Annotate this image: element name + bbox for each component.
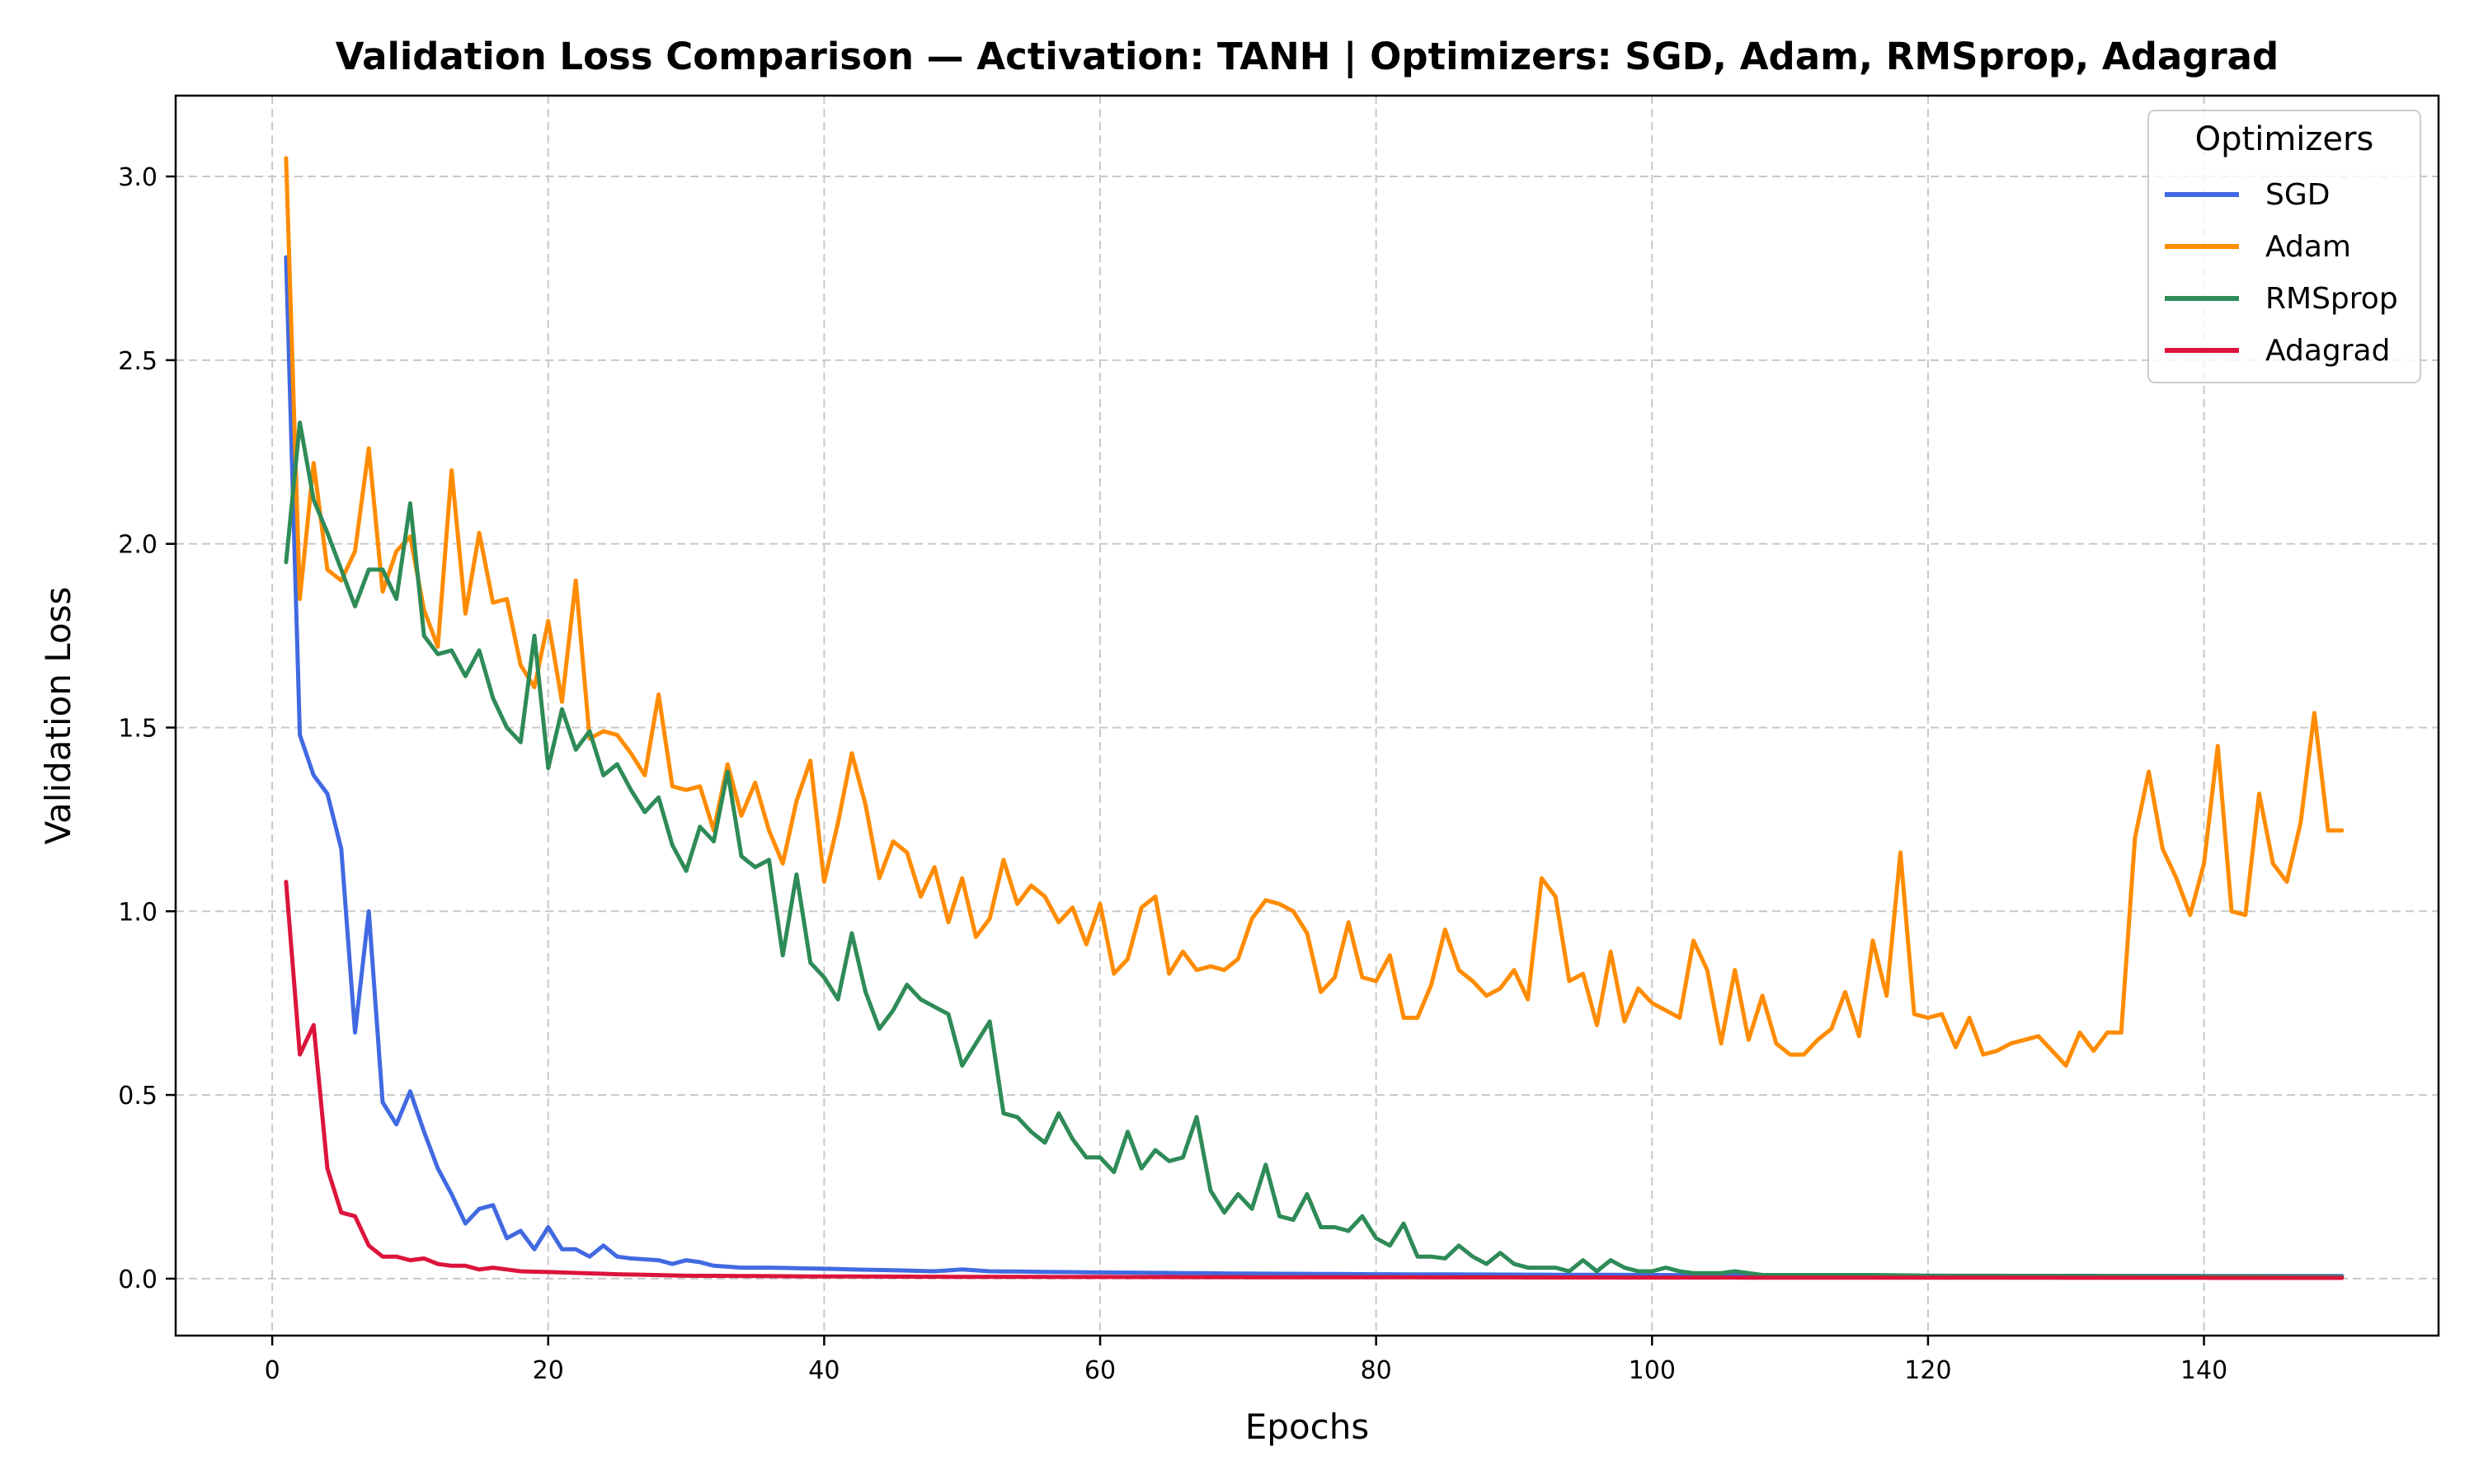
x-tick-label: 120 [1904,1356,1951,1385]
x-tick-label: 0 [265,1356,280,1385]
x-tick-label: 100 [1629,1356,1676,1385]
chart-title: Validation Loss Comparison — Activation:… [336,35,2279,78]
series-line-adam [284,156,2345,1068]
x-tick-label: 60 [1084,1356,1116,1385]
y-tick-label: 1.0 [118,898,158,927]
y-axis-title: Validation Loss [38,587,78,845]
tick-layer: 0 20 40 60 80 100 120 140 0.0 0.5 1.0 1.5 2.0 2.5 3.0 [118,163,2227,1385]
x-tick-label: 40 [808,1356,840,1385]
legend-box [2147,110,2421,383]
x-axis-title: Epochs [1245,1407,1370,1447]
series-line-adagrad [284,880,2345,1280]
y-tick-label: 0.0 [118,1266,158,1294]
x-tick-label: 80 [1361,1356,1392,1385]
y-tick-label: 2.5 [118,347,158,376]
x-tick-label: 20 [533,1356,564,1385]
legend: Optimizers SGD Adam RMSprop Adagrad [2147,110,2421,383]
legend-entries: SGD Adam RMSprop Adagrad [2165,178,2398,368]
y-tick-label: 1.5 [118,714,158,743]
legend-label-adam: Adam [2265,230,2351,264]
legend-label-rmsprop: RMSprop [2265,282,2398,316]
y-tick-label: 3.0 [118,163,158,192]
series-layer [284,156,2345,1280]
x-tick-label: 140 [2180,1356,2227,1385]
y-tick-label: 2.0 [118,531,158,560]
legend-label-sgd: SGD [2265,178,2330,212]
plot-frame [174,94,2440,1337]
legend-label-adagrad: Adagrad [2265,334,2390,368]
grid-layer [176,96,2439,1336]
y-tick-label: 0.5 [118,1082,158,1111]
legend-title: Optimizers [2195,120,2374,158]
